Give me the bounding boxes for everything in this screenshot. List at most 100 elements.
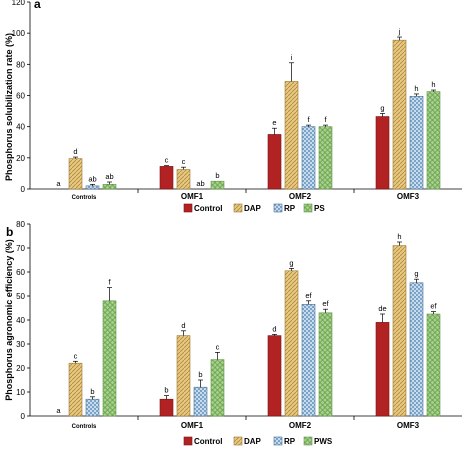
y-tick-label: 40 bbox=[16, 316, 25, 325]
bar-ps bbox=[426, 91, 441, 190]
bar-ps bbox=[318, 126, 333, 190]
bar-rp bbox=[409, 282, 424, 417]
panel-b: b Phosphorus agronomic efficiency (%) 0 1… bbox=[4, 220, 462, 446]
legend-swatch-rp bbox=[273, 436, 283, 446]
legend-label-control: Control bbox=[194, 204, 222, 213]
legend-label-ps: PS bbox=[314, 204, 325, 213]
y-tick-label: 20 bbox=[16, 364, 25, 373]
bar-pws bbox=[102, 300, 117, 417]
significance-letter: h bbox=[397, 232, 401, 241]
y-tick-label: 80 bbox=[16, 220, 25, 229]
y-tick-label: 60 bbox=[16, 268, 25, 277]
significance-letter: b bbox=[198, 370, 202, 379]
legend-swatch-control bbox=[183, 203, 193, 213]
legend-label-dap: DAP bbox=[244, 437, 262, 446]
bar-control bbox=[159, 166, 174, 190]
significance-letter: c bbox=[182, 157, 186, 166]
legend-label-rp: RP bbox=[284, 204, 296, 213]
bar-rp bbox=[193, 386, 208, 417]
significance-letter: c bbox=[74, 351, 78, 360]
y-tick-label: 120 bbox=[12, 0, 26, 7]
legend-swatch-ps bbox=[303, 203, 313, 213]
legend-swatch-rp bbox=[273, 203, 283, 213]
bar-control bbox=[267, 134, 282, 190]
category-label: OMF3 bbox=[397, 421, 420, 430]
significance-letter: b bbox=[215, 171, 219, 180]
y-tick-label: 50 bbox=[16, 292, 25, 301]
category-label: OMF3 bbox=[397, 192, 420, 201]
significance-letter: d bbox=[73, 147, 77, 156]
panel-b-ylabel: Phosphorus agronomic efficiency (%) bbox=[4, 239, 14, 401]
y-tick-label: 70 bbox=[16, 244, 25, 253]
legend-label-dap: DAP bbox=[244, 204, 262, 213]
significance-letter: ab bbox=[105, 172, 113, 181]
bar-rp bbox=[85, 185, 100, 190]
significance-letter: ef bbox=[305, 291, 312, 300]
y-tick-label: 80 bbox=[16, 60, 25, 69]
bar-control bbox=[267, 335, 282, 417]
panel-a-axes: 0 20 40 60 80 100 120 Controls OMF1 OMF2 OMF3 bbox=[12, 0, 462, 201]
significance-letter: b bbox=[90, 387, 94, 396]
bar-control bbox=[375, 322, 390, 417]
significance-letter: ab bbox=[196, 179, 204, 188]
significance-letter: ef bbox=[322, 299, 329, 308]
bar-dap bbox=[284, 270, 299, 417]
category-label: OMF1 bbox=[181, 421, 204, 430]
panel-b-axes: 0 10 20 30 40 50 60 70 80 Controls OMF1 OMF2 OMF3 bbox=[16, 220, 462, 430]
significance-letter: d bbox=[181, 321, 185, 330]
y-tick-label: 100 bbox=[12, 29, 26, 38]
significance-letter: e bbox=[272, 118, 276, 127]
y-tick-label: 40 bbox=[16, 123, 25, 132]
panel-b-legend: Control DAP RP PWS bbox=[183, 436, 333, 446]
category-label: OMF1 bbox=[181, 192, 204, 201]
bar-pws bbox=[426, 313, 441, 417]
bar-ps bbox=[210, 180, 225, 190]
panel-a-letter: a bbox=[34, 0, 41, 11]
category-label: OMF2 bbox=[289, 421, 312, 430]
significance-letter: b bbox=[164, 386, 168, 395]
significance-letter: c bbox=[216, 342, 220, 351]
bar-dap bbox=[392, 39, 407, 190]
y-tick-label: 0 bbox=[21, 412, 26, 421]
significance-letter: h bbox=[414, 84, 418, 93]
y-tick-label: 20 bbox=[16, 154, 25, 163]
bar-pws bbox=[318, 312, 333, 417]
significance-letter: de bbox=[378, 304, 386, 313]
bar-dap bbox=[284, 81, 299, 190]
significance-letter: ef bbox=[430, 302, 437, 311]
bar-dap bbox=[68, 362, 83, 417]
bar-dap bbox=[68, 158, 83, 190]
panel-a-legend: Control DAP RP PS bbox=[183, 203, 325, 213]
significance-letter: f bbox=[324, 115, 327, 124]
significance-letter: f bbox=[108, 278, 111, 287]
y-tick-label: 30 bbox=[16, 340, 25, 349]
significance-letter: d bbox=[272, 324, 276, 333]
significance-letter: f bbox=[307, 115, 310, 124]
bar-rp bbox=[85, 398, 100, 417]
bar-ps bbox=[102, 184, 117, 190]
category-label: OMF2 bbox=[289, 192, 312, 201]
panel-b-bars: a c b f b d b c d g ef ef de h g ef bbox=[56, 232, 441, 417]
bar-rp bbox=[301, 304, 316, 417]
y-tick-label: 10 bbox=[16, 388, 25, 397]
y-tick-label: 60 bbox=[16, 92, 25, 101]
significance-letter: i bbox=[291, 53, 293, 62]
significance-letter: a bbox=[56, 179, 61, 188]
panel-b-letter: b bbox=[6, 225, 13, 239]
significance-letter: j bbox=[398, 27, 401, 36]
legend-swatch-dap bbox=[233, 203, 243, 213]
significance-letter: c bbox=[165, 156, 169, 165]
panel-a-ylabel: Phosphorus solubilization rate (%) bbox=[4, 33, 14, 181]
legend-label-control: Control bbox=[194, 437, 222, 446]
legend-swatch-control bbox=[183, 436, 193, 446]
category-label: Controls bbox=[72, 195, 97, 201]
bar-pws bbox=[210, 359, 225, 417]
bar-rp bbox=[301, 126, 316, 190]
bar-dap bbox=[176, 169, 191, 190]
legend-label-pws: PWS bbox=[314, 437, 333, 446]
legend-label-rp: RP bbox=[284, 437, 296, 446]
significance-letter: g bbox=[380, 103, 384, 112]
significance-letter: g bbox=[414, 269, 418, 278]
significance-letter: ab bbox=[88, 174, 96, 183]
